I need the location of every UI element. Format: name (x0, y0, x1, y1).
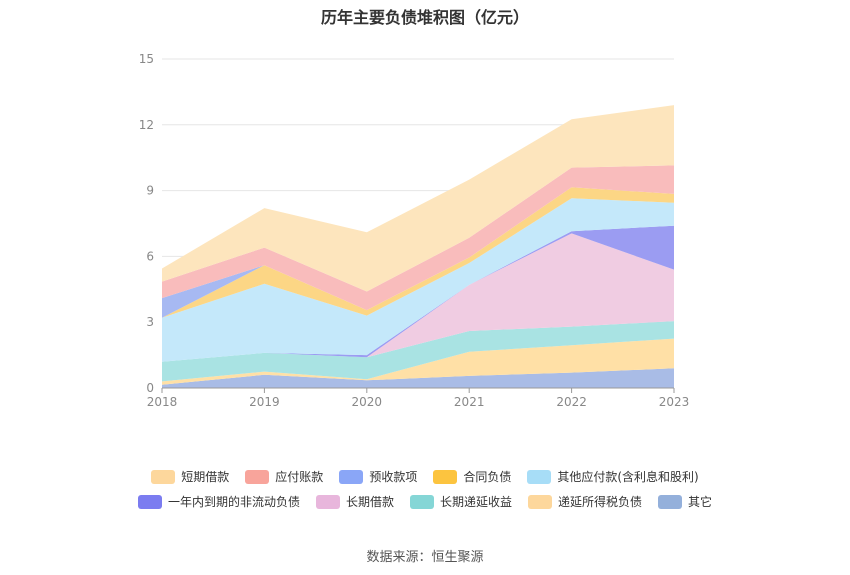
legend-swatch (658, 494, 683, 509)
legend-swatch (433, 469, 458, 484)
axes: 0 3 6 9 12 15 2018 2019 2020 2021 2022 2023 (139, 52, 690, 409)
legend-item[interactable]: 短期借款 (151, 468, 229, 485)
legend-swatch (245, 469, 270, 484)
area-6 (162, 187, 674, 318)
legend-swatch (137, 494, 162, 509)
legend-label: 预收款项 (369, 470, 418, 484)
x-tick-label: 2018 (147, 395, 178, 409)
area-series (162, 105, 674, 388)
chart-title: 历年主要负债堆积图（亿元） (320, 8, 529, 27)
area-5 (162, 198, 674, 362)
legend-swatch (151, 469, 176, 484)
legend-item[interactable]: 长期借款 (315, 493, 394, 510)
y-tick-label: 15 (139, 52, 154, 66)
legend-label: 短期借款 (181, 470, 230, 484)
legend-label: 其它 (688, 495, 713, 509)
legend-row-1: 短期借款 应付账款 预收款项 合同负债 其他应付款(含利息和股利) (0, 468, 850, 485)
legend-item[interactable]: 长期递延收益 (409, 493, 512, 510)
y-tick-label: 3 (146, 315, 154, 329)
legend: 短期借款 应付账款 预收款项 合同负债 其他应付款(含利息和股利) 一年内到期的非流动负… (0, 468, 850, 518)
y-tick-label: 0 (146, 381, 154, 395)
x-tick-label: 2022 (556, 395, 587, 409)
legend-item[interactable]: 预收款项 (339, 468, 417, 485)
area-3 (162, 233, 674, 362)
legend-swatch (528, 494, 552, 509)
y-tick-label: 6 (146, 249, 154, 263)
legend-label: 应付账款 (275, 470, 324, 484)
legend-label: 长期借款 (345, 495, 394, 509)
legend-item[interactable]: 合同负债 (433, 468, 511, 485)
y-tick-label: 9 (146, 184, 154, 198)
legend-swatch (339, 469, 364, 484)
legend-item[interactable]: 其它 (658, 493, 712, 510)
x-tick-label: 2023 (659, 395, 690, 409)
legend-item[interactable]: 应付账款 (245, 468, 323, 485)
area-0 (162, 368, 674, 388)
legend-item[interactable]: 一年内到期的非流动负债 (137, 493, 300, 510)
legend-label: 合同负债 (463, 470, 512, 484)
area-1 (162, 338, 674, 385)
area-8 (162, 165, 674, 311)
legend-label: 其他应付款(含利息和股利) (557, 470, 699, 484)
x-tick-label: 2019 (249, 395, 280, 409)
legend-swatch (409, 494, 434, 509)
area-2 (162, 321, 674, 382)
legend-item[interactable]: 其他应付款(含利息和股利) (527, 468, 699, 485)
x-tick-label: 2020 (352, 395, 383, 409)
area-9 (162, 105, 674, 292)
x-tick-label: 2021 (454, 395, 485, 409)
legend-label: 长期递延收益 (439, 495, 512, 509)
area-4 (162, 225, 674, 362)
stacked-area-chart: 0 3 6 9 12 15 2018 2019 2020 2021 2022 2023 (139, 52, 690, 409)
legend-swatch (527, 469, 552, 484)
y-tick-label: 12 (139, 118, 154, 132)
legend-swatch (315, 494, 340, 509)
legend-item[interactable]: 递延所得税负债 (528, 493, 642, 510)
legend-row-2: 一年内到期的非流动负债 长期借款 长期递延收益 递延所得税负债 其它 (0, 493, 850, 510)
legend-label: 一年内到期的非流动负债 (167, 495, 300, 509)
data-source: 数据来源：恒生聚源 (366, 550, 484, 565)
legend-label: 递延所得税负债 (558, 495, 643, 509)
